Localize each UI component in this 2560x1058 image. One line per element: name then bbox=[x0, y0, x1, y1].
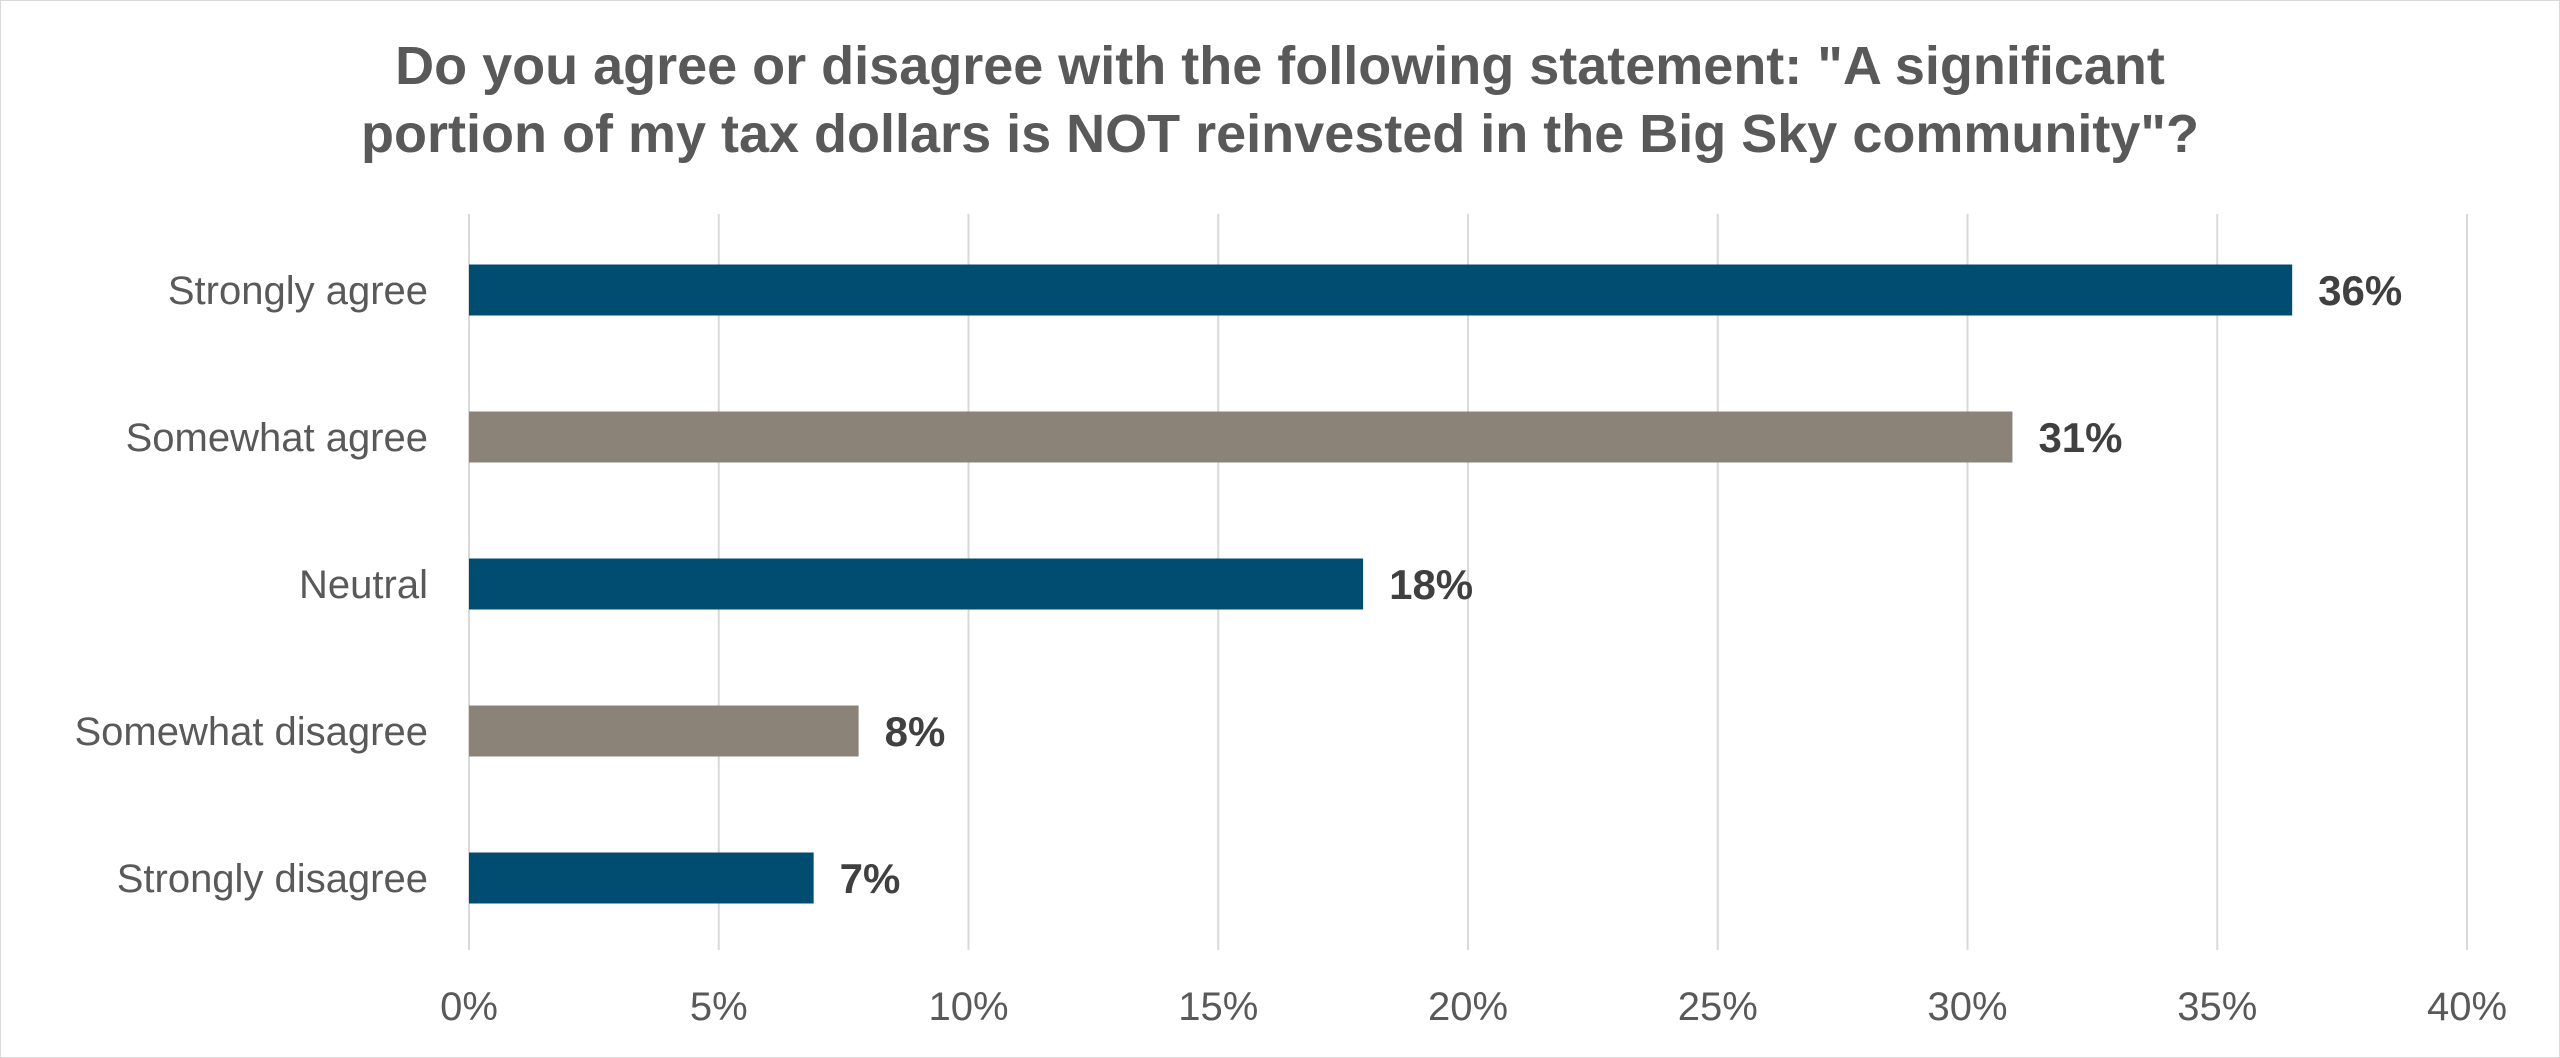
x-tick-label: 15% bbox=[1178, 985, 1258, 1029]
category-labels: Strongly agree Somewhat agree Neutral Somew… bbox=[74, 269, 428, 901]
x-tick-label: 5% bbox=[690, 985, 748, 1029]
x-tick-label: 40% bbox=[2427, 985, 2507, 1029]
data-label: 36% bbox=[2318, 267, 2402, 314]
data-labels: 36% 31% 18% 8% 7% bbox=[840, 267, 2403, 902]
chart-title-line-2: portion of my tax dollars is NOT reinves… bbox=[361, 104, 2199, 164]
x-axis-tick-labels: 0% 5% 10% 15% 20% 25% 30% 35% 40% bbox=[440, 985, 2507, 1029]
category-label: Somewhat disagree bbox=[74, 710, 428, 754]
bar-strongly-agree bbox=[469, 264, 2293, 316]
data-label: 8% bbox=[885, 708, 946, 755]
bar-somewhat-disagree bbox=[469, 705, 859, 757]
bar-somewhat-agree bbox=[469, 411, 2013, 463]
chart-title: Do you agree or disagree with the follow… bbox=[361, 36, 2199, 164]
x-tick-label: 30% bbox=[1927, 985, 2007, 1029]
chart-title-line-1: Do you agree or disagree with the follow… bbox=[395, 36, 2165, 96]
category-label: Neutral bbox=[299, 563, 428, 607]
category-label: Strongly agree bbox=[168, 269, 428, 313]
x-tick-label: 35% bbox=[2177, 985, 2257, 1029]
data-label: 7% bbox=[840, 855, 901, 902]
data-label: 31% bbox=[2038, 414, 2122, 461]
bar-neutral bbox=[469, 558, 1364, 610]
x-tick-label: 0% bbox=[440, 985, 498, 1029]
x-tick-label: 10% bbox=[928, 985, 1008, 1029]
x-tick-label: 20% bbox=[1428, 985, 1508, 1029]
bar-strongly-disagree bbox=[469, 852, 814, 904]
x-tick-label: 25% bbox=[1678, 985, 1758, 1029]
category-label: Somewhat agree bbox=[126, 416, 428, 460]
data-label: 18% bbox=[1389, 561, 1473, 608]
gridlines bbox=[468, 214, 2468, 950]
category-label: Strongly disagree bbox=[117, 857, 428, 901]
bars bbox=[469, 264, 2293, 904]
